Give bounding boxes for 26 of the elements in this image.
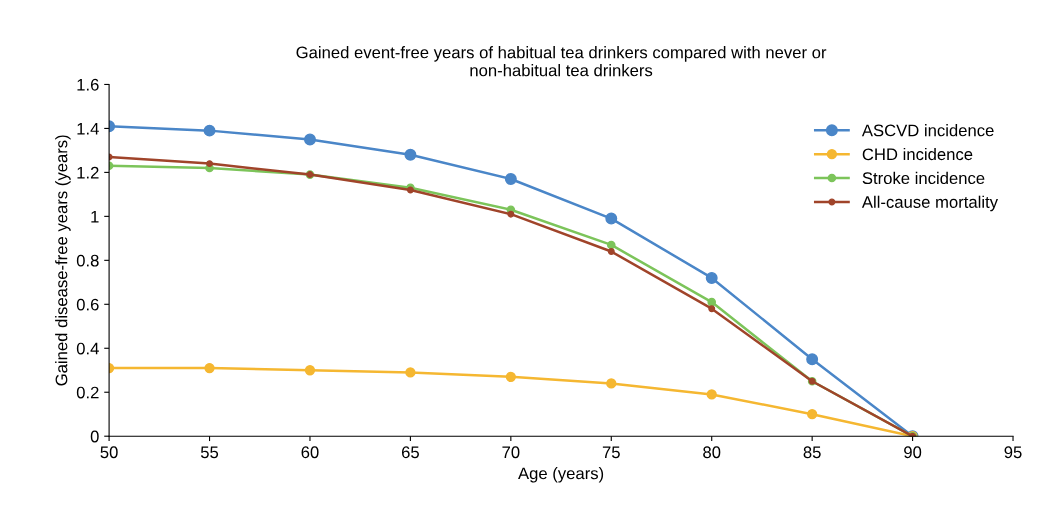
x-tick-label: 95 xyxy=(1004,446,1022,459)
y-tick-label: 1.6 xyxy=(77,78,99,91)
legend-label: All-cause mortality xyxy=(861,195,998,212)
y-tick-label: 0 xyxy=(90,430,99,443)
x-tick-label: 50 xyxy=(100,446,118,459)
y-axis-title: Gained disease-free years (years) xyxy=(55,135,71,386)
x-tick-label: 65 xyxy=(401,446,419,459)
x-tick-label: 60 xyxy=(301,446,319,459)
x-tick-label: 55 xyxy=(200,446,219,459)
legend-label: Stroke incidence xyxy=(862,171,985,185)
x-tick-label: 70 xyxy=(502,446,520,459)
legend-label: ASCVD incidence xyxy=(861,124,994,137)
y-tick-label: 1.4 xyxy=(77,123,99,135)
y-tick-label: 1.2 xyxy=(77,166,99,179)
legend-label: CHD incidence xyxy=(862,147,973,161)
chart-title: Gained event-free years of habitual tea drinkers compared with never or non-habitual tea drinkers xyxy=(296,46,827,77)
x-axis-title: Age (years) xyxy=(518,467,604,483)
x-tick-label: 75 xyxy=(602,446,620,459)
x-tick-label: 90 xyxy=(904,446,922,459)
x-tick-label: 85 xyxy=(803,446,821,459)
y-tick-label: 0.6 xyxy=(76,298,99,311)
y-tick-label: 0.8 xyxy=(76,254,99,267)
x-tick-label: 80 xyxy=(703,446,721,459)
y-tick-label: 0.2 xyxy=(76,386,99,399)
y-tick-label: 1 xyxy=(91,210,99,223)
y-tick-label: 0.4 xyxy=(76,342,99,355)
